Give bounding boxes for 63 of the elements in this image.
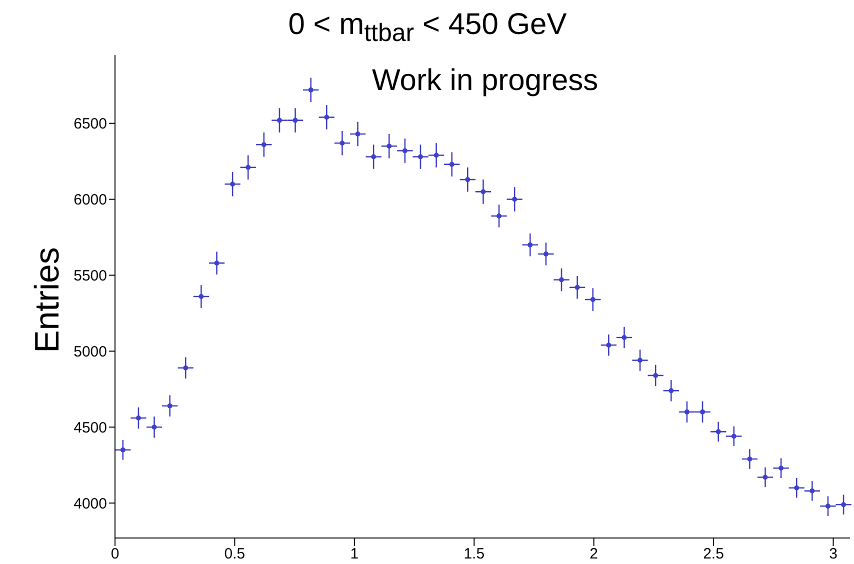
point: [825, 504, 830, 509]
point: [668, 388, 674, 394]
point: [622, 335, 627, 340]
point: [214, 260, 220, 266]
point: [496, 214, 502, 218]
point: [230, 182, 236, 187]
y-tick-label: 4000: [74, 495, 107, 512]
y-tick-label: 4500: [74, 419, 107, 436]
point: [480, 189, 486, 194]
point: [276, 118, 282, 123]
y-tick-label: 5000: [74, 344, 107, 361]
point: [402, 148, 408, 154]
point: [731, 434, 736, 439]
point: [308, 87, 314, 92]
x-tick-label: 1.5: [464, 546, 485, 563]
annotation: Work in progress: [372, 64, 598, 98]
point: [810, 488, 815, 494]
point: [324, 114, 330, 120]
point: [418, 154, 423, 160]
point: [747, 456, 752, 462]
point: [841, 502, 846, 508]
x-tick-label: 0: [110, 546, 120, 563]
point: [434, 152, 439, 158]
point: [261, 142, 266, 148]
point: [512, 196, 518, 202]
point: [700, 409, 706, 414]
point: [638, 358, 643, 363]
point: [167, 403, 172, 408]
x-tick-label: 3: [829, 546, 838, 563]
point: [528, 242, 533, 248]
x-tick-label: 2: [590, 546, 598, 563]
point: [559, 277, 564, 282]
chart-title: 0 < m$_{ttbar}$ < 450 GeV: [205, 4, 650, 50]
point: [136, 416, 141, 421]
point: [762, 474, 768, 480]
point: [120, 447, 126, 452]
point: [152, 424, 157, 430]
point: [794, 485, 800, 490]
y-tick-label: 5500: [74, 268, 107, 285]
point: [198, 294, 204, 299]
point: [371, 154, 376, 160]
point: [684, 409, 690, 414]
point: [778, 466, 784, 471]
point: [653, 372, 658, 378]
point: [292, 118, 298, 123]
point: [716, 429, 721, 434]
point: [449, 162, 454, 167]
point: [355, 131, 360, 136]
y-tick-label: 6500: [74, 116, 107, 133]
point: [386, 144, 392, 149]
point: [606, 342, 612, 348]
point: [246, 164, 251, 170]
point: [543, 251, 548, 256]
y-axis-title: Entries: [28, 247, 68, 353]
x-tick-label: 2.5: [703, 546, 724, 563]
point: [590, 297, 596, 302]
point: [183, 365, 188, 370]
x-tick-label: 1: [350, 546, 359, 563]
point: [340, 140, 345, 146]
x-tick-label: 0.5: [224, 546, 246, 563]
y-tick-label: 6000: [74, 192, 107, 209]
point: [574, 284, 580, 290]
point: [465, 177, 470, 182]
